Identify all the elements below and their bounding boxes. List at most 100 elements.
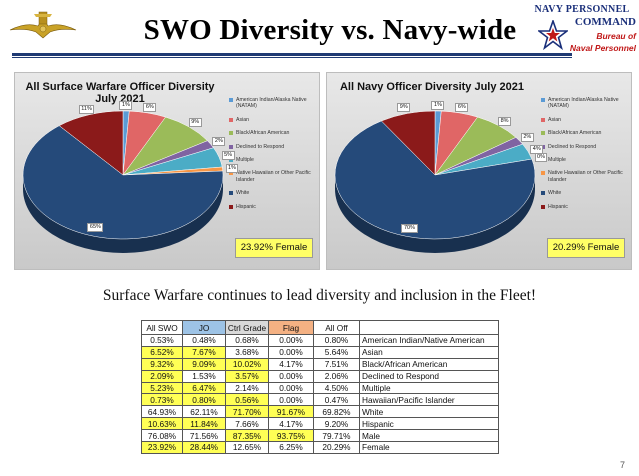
pie-slice bbox=[22, 125, 224, 240]
table-row: 0.73% 0.80% 0.56% 0.00% 0.47% Hawaiian/Pacifi… bbox=[141, 393, 499, 407]
value-cell: 5.23% bbox=[141, 381, 183, 395]
value-cell: 2.09% bbox=[141, 369, 183, 383]
legend-item: American Indian/Alaska Native (NATAM) bbox=[229, 97, 315, 110]
page-title: SWO Diversity vs. Navy-wide bbox=[143, 14, 517, 46]
table-row: 6.52% 7.67% 3.68% 0.00% 5.64% Asian bbox=[141, 345, 499, 359]
pie-data-label: 1% bbox=[119, 100, 133, 110]
value-cell: 0.00% bbox=[268, 381, 314, 395]
category-cell: Male bbox=[359, 429, 499, 443]
value-cell: 71.56% bbox=[182, 429, 226, 443]
value-cell: 11.84% bbox=[182, 417, 226, 431]
value-cell: 9.09% bbox=[182, 357, 226, 371]
legend-item: Hispanic bbox=[541, 204, 627, 210]
swo-chart-panel: All Surface Warfare Officer Diversity Ju… bbox=[14, 72, 320, 270]
value-cell: 6.52% bbox=[141, 345, 183, 359]
value-cell: 3.57% bbox=[225, 369, 269, 383]
title-rule-thin bbox=[12, 57, 572, 58]
col-header-ctrl-grade: Ctrl Grade bbox=[225, 320, 269, 335]
swo-pie-chart bbox=[22, 110, 224, 253]
col-header-all-off: All Off bbox=[313, 320, 360, 335]
table-row: 0.53% 0.48% 0.68% 0.00% 0.80% American Indian… bbox=[141, 334, 499, 347]
logo-line-1: NAVY PERSONNEL bbox=[534, 4, 630, 15]
legend-swatch bbox=[229, 131, 233, 136]
value-cell: 7.67% bbox=[182, 345, 226, 359]
value-cell: 0.53% bbox=[141, 334, 183, 347]
pie-data-label: 8% bbox=[498, 116, 512, 126]
value-cell: 28.44% bbox=[182, 441, 226, 454]
legend-label: Multiple bbox=[548, 157, 566, 164]
chart-legend: American Indian/Alaska Native (NATAM) Asi… bbox=[541, 97, 627, 217]
value-cell: 5.64% bbox=[313, 345, 360, 359]
diversity-table: All SWO JO Ctrl Grade Flag All Off 0.53%… bbox=[141, 320, 499, 454]
legend-label: Black/African American bbox=[236, 130, 290, 137]
title-rule bbox=[12, 53, 572, 56]
value-cell: 93.75% bbox=[268, 429, 314, 443]
table-row: 5.23% 6.47% 2.14% 0.00% 4.50% Multiple bbox=[141, 381, 499, 395]
value-cell: 9.32% bbox=[141, 357, 183, 371]
col-header-jo: JO bbox=[182, 320, 226, 335]
value-cell: 0.48% bbox=[182, 334, 226, 347]
pie-data-label: 1% bbox=[431, 100, 445, 110]
value-cell: 7.51% bbox=[313, 357, 360, 371]
value-cell: 6.47% bbox=[182, 381, 226, 395]
table-row: 76.08% 71.56% 87.35% 93.75% 79.71% Male bbox=[141, 429, 499, 443]
slide-subtitle: Surface Warfare continues to lead divers… bbox=[102, 287, 537, 304]
value-cell: 4.17% bbox=[268, 357, 314, 371]
col-header-category bbox=[359, 320, 499, 335]
pie-data-label: 5% bbox=[221, 151, 235, 161]
pie-data-label: 0% bbox=[534, 153, 548, 163]
value-cell: 10.02% bbox=[225, 357, 269, 371]
category-cell: White bbox=[359, 405, 499, 419]
legend-item: Black/African American bbox=[541, 130, 627, 136]
value-cell: 76.08% bbox=[141, 429, 183, 443]
legend-label: White bbox=[236, 190, 250, 197]
header-bar: SWO Diversity vs. Navy-wide NAVY PERSONN… bbox=[0, 0, 639, 64]
pie-slice-side bbox=[335, 175, 535, 253]
pie-data-label: 65% bbox=[87, 223, 104, 233]
legend-swatch bbox=[541, 117, 545, 122]
legend-swatch bbox=[229, 144, 233, 149]
legend-swatch bbox=[229, 98, 233, 102]
female-percentage-badge: 20.29% Female bbox=[547, 238, 625, 258]
value-cell: 0.00% bbox=[268, 369, 314, 383]
pie-slice bbox=[380, 110, 436, 176]
value-cell: 0.73% bbox=[141, 393, 183, 407]
category-cell: Female bbox=[359, 441, 499, 454]
pie-data-label: 1% bbox=[225, 164, 239, 174]
logo-line-4: Naval Personnel bbox=[569, 43, 636, 53]
category-cell: Hawaiian/Pacific Islander bbox=[359, 393, 499, 407]
legend-label: Hispanic bbox=[548, 203, 568, 210]
legend-label: American Indian/Alaska Native (NATAM) bbox=[236, 97, 307, 110]
pie-data-label: 2% bbox=[212, 137, 226, 147]
value-cell: 64.93% bbox=[141, 405, 183, 419]
value-cell: 1.53% bbox=[182, 369, 226, 383]
col-header-all-swo: All SWO bbox=[141, 320, 183, 335]
category-cell: Declined to Respond bbox=[359, 369, 499, 383]
legend-item: Hispanic bbox=[229, 204, 315, 210]
pie-slice bbox=[334, 120, 536, 240]
value-cell: 0.00% bbox=[268, 393, 314, 407]
value-cell: 79.71% bbox=[313, 429, 360, 443]
legend-label: American Indian/Alaska Native (NATAM) bbox=[548, 97, 619, 110]
legend-item: American Indian/Alaska Native (NATAM) bbox=[541, 97, 627, 110]
legend-label: White bbox=[548, 190, 562, 197]
legend-swatch bbox=[541, 171, 545, 176]
value-cell: 9.20% bbox=[313, 417, 360, 431]
value-cell: 87.35% bbox=[225, 429, 269, 443]
value-cell: 2.14% bbox=[225, 381, 269, 395]
table-row: 9.32% 9.09% 10.02% 4.17% 7.51% Black/African … bbox=[141, 357, 499, 371]
chart-title: All Navy Officer Diversity July 2021 bbox=[339, 81, 525, 93]
pie-data-label: 9% bbox=[188, 118, 202, 128]
navy-chart-panel: All Navy Officer Diversity July 2021 Ame… bbox=[326, 72, 632, 270]
category-cell: Hispanic bbox=[359, 417, 499, 431]
pie-data-label: 2% bbox=[520, 133, 534, 143]
value-cell: 10.63% bbox=[141, 417, 183, 431]
legend-item: Declined to Respond bbox=[229, 144, 315, 150]
value-cell: 0.56% bbox=[225, 393, 269, 407]
value-cell: 2.06% bbox=[313, 369, 360, 383]
logo-line-2: COMMAND bbox=[574, 16, 636, 28]
legend-label: Asian bbox=[236, 116, 249, 123]
pie-slice-side bbox=[23, 175, 223, 253]
legend-swatch bbox=[229, 171, 233, 176]
value-cell: 3.68% bbox=[225, 345, 269, 359]
